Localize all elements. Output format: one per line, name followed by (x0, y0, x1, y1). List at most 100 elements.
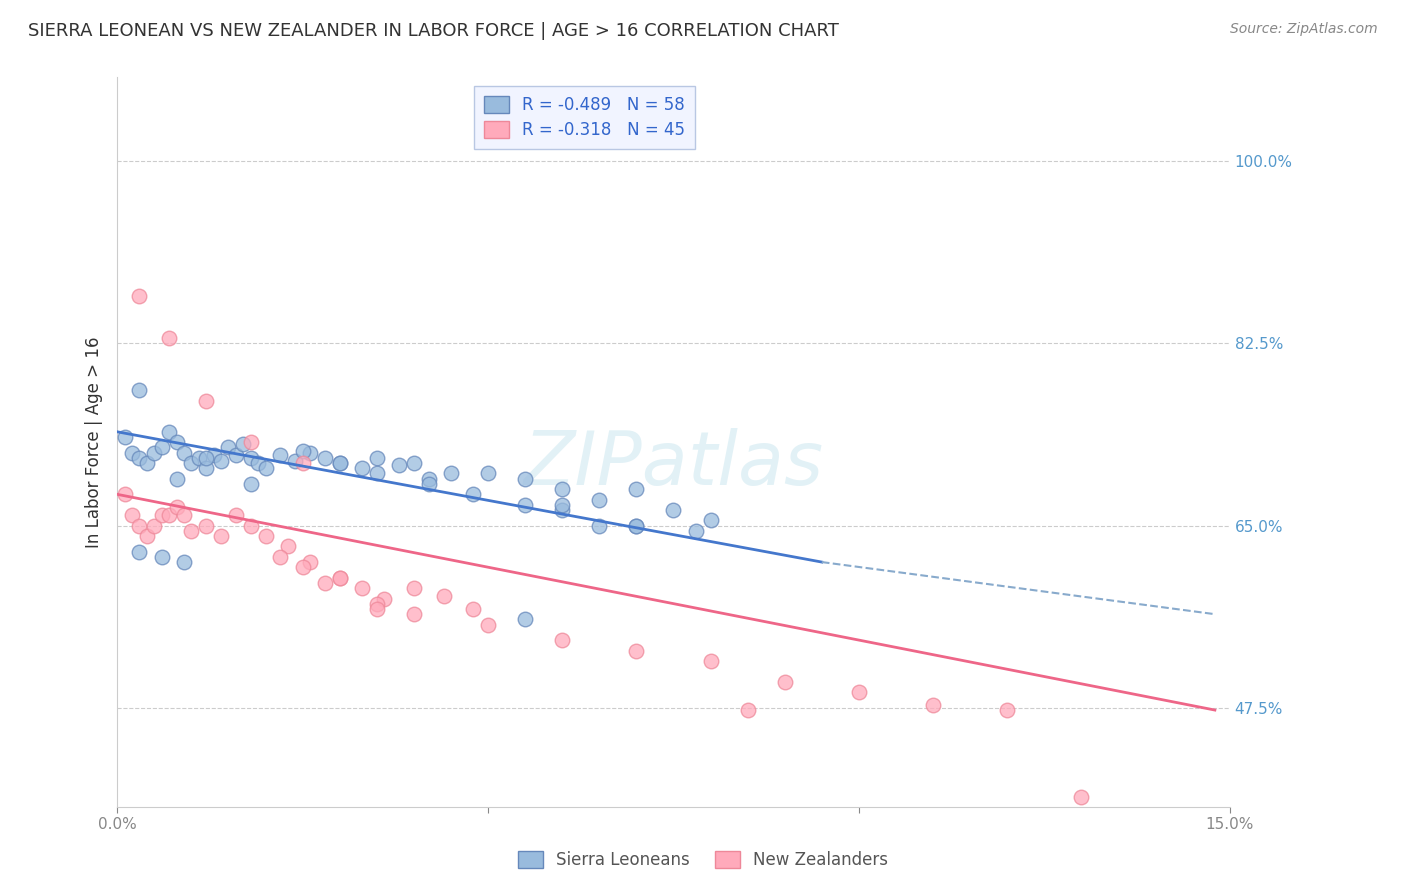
Point (463, 487, 485, 501)
Point (157, 508, 180, 523)
Point (180, 524, 202, 538)
Point (626, 518, 648, 533)
Point (314, 450, 336, 465)
Point (350, 461, 373, 475)
Point (209, 454, 232, 468)
Point (143, 518, 166, 533)
Point (418, 476, 440, 491)
Point (239, 518, 262, 533)
Point (217, 441, 239, 455)
Point (195, 461, 218, 475)
Point (463, 602, 485, 616)
Legend: R = -0.489   N = 58, R = -0.318   N = 45: R = -0.489 N = 58, R = -0.318 N = 45 (474, 86, 695, 149)
Point (114, 487, 136, 501)
Text: ZIPatlas: ZIPatlas (523, 428, 824, 500)
Point (225, 508, 247, 523)
Point (685, 524, 707, 538)
Point (143, 445, 166, 459)
Point (699, 654, 721, 668)
Point (329, 456, 352, 470)
Point (551, 498, 574, 512)
Point (513, 612, 536, 626)
Point (209, 529, 232, 543)
Point (291, 443, 314, 458)
Point (551, 482, 574, 496)
Point (329, 571, 352, 585)
Point (626, 518, 648, 533)
Y-axis label: In Labor Force | Age > 16: In Labor Force | Age > 16 (86, 336, 103, 548)
Point (477, 467, 499, 481)
Point (269, 448, 291, 462)
Point (284, 454, 307, 468)
Point (848, 685, 870, 699)
Point (121, 445, 143, 459)
Point (329, 571, 352, 585)
Point (773, 674, 796, 689)
Point (173, 445, 195, 459)
Point (513, 498, 536, 512)
Point (551, 633, 574, 648)
Point (128, 289, 150, 303)
Point (135, 456, 157, 470)
Point (128, 544, 150, 558)
Point (173, 555, 195, 569)
Point (150, 508, 173, 523)
Point (157, 425, 180, 439)
Point (402, 581, 425, 595)
Point (121, 508, 143, 523)
Point (239, 435, 262, 450)
Point (247, 456, 270, 470)
Point (225, 448, 247, 462)
Point (269, 549, 291, 564)
Point (314, 575, 336, 590)
Point (388, 458, 411, 472)
Point (402, 456, 425, 470)
Point (187, 450, 209, 465)
Point (922, 698, 945, 712)
Point (626, 643, 648, 657)
Point (477, 617, 499, 632)
Point (254, 529, 277, 543)
Point (166, 435, 188, 450)
Point (350, 581, 373, 595)
Point (128, 450, 150, 465)
Point (166, 500, 188, 514)
Point (1070, 789, 1092, 804)
Point (239, 476, 262, 491)
Point (299, 555, 322, 569)
Point (373, 591, 395, 606)
Point (440, 467, 463, 481)
Legend: Sierra Leoneans, New Zealanders: Sierra Leoneans, New Zealanders (508, 841, 898, 880)
Point (180, 456, 202, 470)
Point (299, 445, 322, 459)
Point (239, 450, 262, 465)
Point (366, 467, 388, 481)
Point (195, 393, 218, 408)
Point (513, 472, 536, 486)
Point (254, 461, 277, 475)
Point (291, 560, 314, 574)
Point (737, 703, 759, 717)
Point (402, 607, 425, 622)
Point (128, 383, 150, 397)
Point (195, 518, 218, 533)
Point (128, 518, 150, 533)
Point (291, 456, 314, 470)
Point (232, 437, 254, 451)
Point (277, 540, 299, 554)
Point (150, 441, 173, 455)
Point (366, 602, 388, 616)
Text: SIERRA LEONEAN VS NEW ZEALANDER IN LABOR FORCE | AGE > 16 CORRELATION CHART: SIERRA LEONEAN VS NEW ZEALANDER IN LABOR… (28, 22, 839, 40)
Point (626, 482, 648, 496)
Point (432, 590, 454, 604)
Point (418, 472, 440, 486)
Point (699, 513, 721, 527)
Point (366, 450, 388, 465)
Text: Source: ZipAtlas.com: Source: ZipAtlas.com (1230, 22, 1378, 37)
Point (173, 508, 195, 523)
Point (662, 503, 685, 517)
Point (366, 597, 388, 611)
Point (995, 703, 1018, 717)
Point (588, 492, 610, 507)
Point (135, 529, 157, 543)
